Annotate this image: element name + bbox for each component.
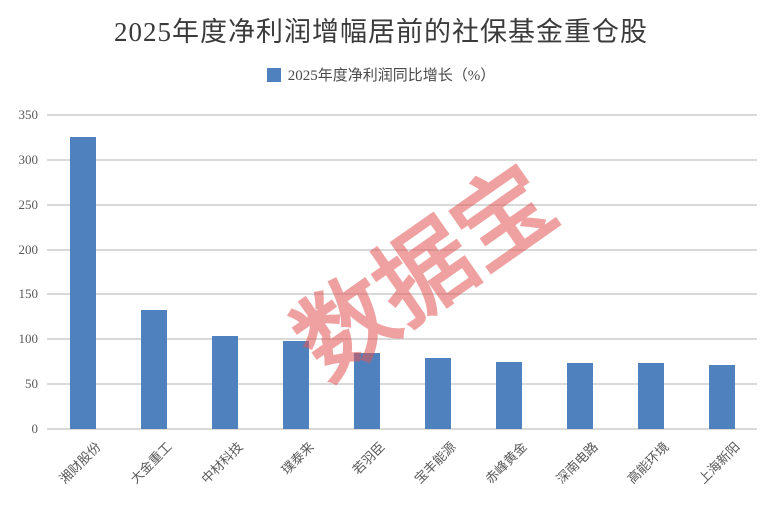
bar-中材科技	[211, 335, 238, 429]
gridline	[47, 248, 757, 251]
bar-湘财股份	[69, 137, 96, 429]
x-tick-label: 深南电路	[553, 439, 602, 487]
gridline	[47, 114, 757, 116]
gridline	[47, 158, 757, 161]
x-tick-label: 湘财股份	[56, 439, 105, 487]
x-tick-label: 大金重工	[127, 439, 176, 487]
y-tick-label: 50	[25, 376, 38, 392]
bar-若羽臣	[353, 352, 380, 429]
y-tick-label: 250	[18, 196, 39, 212]
gridline	[47, 293, 757, 296]
y-tick-label: 150	[18, 286, 39, 302]
bar-宝丰能源	[424, 358, 451, 429]
plot-area	[47, 114, 757, 430]
bar-深南电路	[566, 362, 593, 429]
x-axis: 湘财股份 大金重工 中材科技 璞泰来 若羽臣 宝丰能源 赤峰黄金 深南电路 高能环境 上海新阳	[47, 429, 757, 515]
y-tick-label: 0	[31, 421, 39, 436]
y-tick-label: 300	[18, 151, 39, 167]
x-tick-label: 高能环境	[624, 439, 673, 487]
bar-高能环境	[637, 362, 664, 429]
gridline	[47, 203, 757, 206]
y-tick-label: 100	[18, 331, 39, 347]
x-tick-label: 若羽臣	[350, 439, 389, 478]
x-tick-label: 赤峰黄金	[482, 439, 531, 487]
gridline	[47, 383, 757, 386]
x-tick-label: 宝丰能源	[411, 439, 460, 487]
y-tick-label: 350	[18, 107, 39, 122]
gridline	[47, 338, 757, 341]
bar-璞泰来	[282, 341, 309, 429]
y-tick-label: 200	[18, 241, 39, 257]
legend: 2025年度净利润同比增长（%）	[0, 64, 762, 85]
legend-swatch-icon	[266, 67, 281, 82]
chart-title: 2025年度净利润增幅居前的社保基金重仓股	[114, 17, 648, 47]
x-tick-label: 璞泰来	[279, 439, 318, 478]
bar-大金重工	[140, 309, 167, 429]
bar-赤峰黄金	[495, 361, 522, 429]
legend-label: 2025年度净利润同比增长（%）	[287, 68, 496, 84]
x-tick-label: 中材科技	[198, 439, 247, 487]
bar-上海新阳	[708, 365, 735, 429]
x-tick-label: 上海新阳	[695, 439, 744, 487]
gridline	[47, 428, 757, 430]
